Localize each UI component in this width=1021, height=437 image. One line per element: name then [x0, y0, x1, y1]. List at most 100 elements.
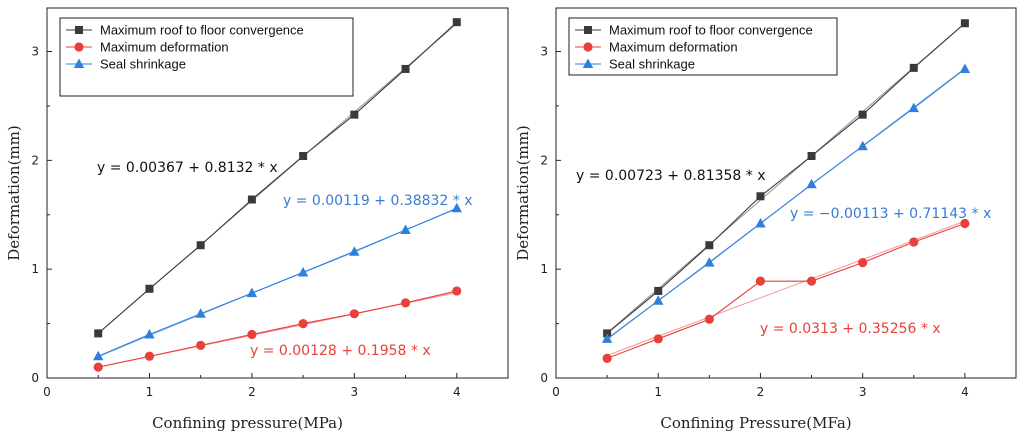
data-point — [349, 309, 359, 319]
series-triangle — [93, 202, 462, 361]
x-axis-title: Confining pressure(MPa) — [152, 414, 343, 432]
data-point — [400, 298, 411, 308]
data-point — [909, 237, 919, 247]
data-point — [145, 284, 154, 293]
data-point — [452, 18, 461, 27]
x-tick-label: 4 — [453, 385, 461, 399]
legend-label: Maximum deformation — [609, 40, 738, 55]
y-tick-label: 3 — [540, 45, 548, 59]
data-point — [93, 362, 103, 372]
legend-marker — [583, 42, 593, 52]
fit-equation: y = 0.00128 + 0.1958 * x — [250, 343, 431, 359]
legend-label: Seal shrinkage — [609, 57, 695, 72]
data-point — [247, 195, 256, 204]
chart-left: 0 1 2 3 4 0 1 2 3 Confining pressure(MPa) Deformat… — [5, 7, 509, 432]
data-point — [93, 350, 104, 361]
data-point — [247, 329, 257, 340]
plot-frame — [46, 7, 509, 379]
x-tick-label: 2 — [757, 385, 765, 399]
series-triangle — [601, 63, 971, 343]
x-tick-label: 2 — [248, 385, 256, 399]
data-point — [246, 287, 258, 298]
legend-box — [568, 17, 838, 76]
data-point — [452, 286, 462, 296]
legend-marker — [582, 58, 594, 68]
data-point — [299, 152, 308, 160]
legend-marker — [74, 42, 84, 52]
data-point — [196, 241, 205, 250]
data-point — [806, 276, 817, 286]
data-point — [94, 329, 103, 338]
x-tick-label: 0 — [43, 385, 51, 399]
data-point — [349, 246, 360, 256]
y-tick-label: 1 — [31, 262, 39, 276]
y-tick-label: 1 — [540, 262, 548, 276]
legend-label: Maximum deformation — [100, 40, 229, 55]
fit-equation: y = −0.00113 + 0.71143 * x — [790, 206, 991, 222]
data-point — [601, 333, 613, 343]
legend-label: Maximum roof to floor convergence — [100, 23, 304, 38]
y-axis-title: Deformation(mm) — [514, 125, 532, 261]
data-point — [401, 64, 410, 73]
data-point — [400, 224, 411, 234]
x-tick-label: 1 — [146, 385, 154, 399]
data-point — [960, 218, 970, 229]
fit-equation: y = 0.00119 + 0.38832 * x — [283, 193, 473, 209]
x-tick-label: 3 — [351, 385, 359, 399]
fit-line — [606, 220, 966, 356]
x-tick-label: 0 — [552, 385, 560, 399]
series-circle — [602, 218, 970, 364]
data-point — [755, 276, 766, 286]
data-point — [298, 318, 308, 329]
data-point — [806, 178, 817, 189]
series-line — [606, 222, 966, 359]
series-line — [98, 290, 457, 368]
data-point — [704, 314, 714, 324]
x-tick-label: 3 — [859, 385, 867, 399]
fit-line — [606, 22, 966, 334]
data-point — [144, 328, 155, 339]
series-line — [97, 21, 458, 334]
y-tick-label: 0 — [540, 371, 548, 385]
data-point — [602, 353, 612, 364]
data-point — [858, 110, 867, 119]
legend-label: Seal shrinkage — [100, 57, 186, 72]
legend: Maximum roof to floor convergence Maximum… — [568, 17, 838, 76]
plot-frame — [555, 7, 1017, 379]
data-point — [959, 63, 971, 73]
data-point — [960, 19, 969, 28]
series-line — [98, 207, 457, 357]
chart-right: 0 1 2 3 4 0 1 2 3 Confining Pressure(MFa) Deformat… — [514, 7, 1017, 432]
data-point — [705, 241, 714, 250]
data-point — [350, 110, 359, 119]
fit-equation: y = 0.00723 + 0.81358 * x — [576, 168, 766, 184]
fit-equation: y = 0.00367 + 0.8132 * x — [97, 160, 278, 176]
y-axis-title: Deformation(mm) — [5, 125, 23, 261]
data-point — [653, 295, 664, 305]
data-point — [196, 340, 206, 350]
series-circle — [93, 286, 462, 372]
y-tick-label: 3 — [31, 45, 39, 59]
data-point — [857, 140, 868, 151]
data-point — [195, 308, 206, 318]
y-tick-label: 2 — [31, 153, 39, 167]
legend-marker — [584, 26, 592, 34]
data-point — [755, 217, 766, 228]
data-point — [908, 102, 919, 113]
data-point — [144, 351, 155, 361]
data-point — [704, 257, 715, 267]
x-axis-title: Confining Pressure(MFa) — [660, 414, 851, 432]
data-point — [653, 334, 663, 344]
data-point — [654, 286, 663, 295]
legend-box — [59, 17, 354, 97]
data-point — [909, 63, 918, 72]
data-point — [858, 258, 868, 268]
series-square — [603, 19, 969, 338]
fit-equation: y = 0.0313 + 0.35256 * x — [760, 321, 941, 337]
legend-marker — [75, 26, 83, 34]
data-point — [807, 152, 816, 160]
series-square — [94, 18, 461, 338]
legend-label: Maximum roof to floor convergence — [609, 23, 813, 38]
y-tick-label: 0 — [31, 371, 39, 385]
